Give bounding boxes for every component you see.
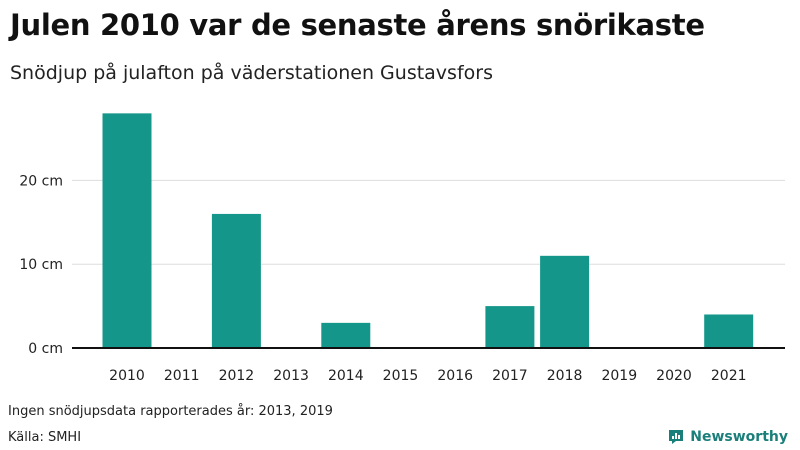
bar-2018 — [540, 255, 590, 348]
chart-subtitle: Snödjup på julafton på väderstationen Gu… — [10, 62, 493, 84]
bars — [102, 113, 754, 348]
chart-title: Julen 2010 var de senaste årens snörikas… — [10, 8, 705, 42]
y-axis-tick-labels: 0 cm 10 cm 20 cm — [19, 173, 63, 357]
x-tick-label: 2017 — [492, 368, 528, 384]
bar-2017 — [485, 306, 535, 348]
y-tick-label: 0 cm — [28, 341, 63, 357]
bar-2010 — [102, 113, 152, 348]
brand-name: Newsworthy — [690, 429, 788, 445]
x-tick-label: 2011 — [164, 368, 200, 384]
bar-2014 — [321, 322, 371, 348]
y-tick-label: 20 cm — [19, 173, 63, 189]
x-tick-label: 2020 — [656, 368, 692, 384]
x-tick-label: 2018 — [547, 368, 583, 384]
x-tick-label: 2013 — [273, 368, 309, 384]
x-tick-label: 2012 — [219, 368, 255, 384]
x-axis-tick-labels: 2010 2011 2012 2013 2014 2015 2016 2017 2018 2019… — [109, 368, 746, 384]
x-tick-label: 2021 — [711, 368, 747, 384]
x-tick-label: 2016 — [437, 368, 473, 384]
bar-2012 — [211, 213, 261, 348]
x-tick-label: 2010 — [109, 368, 145, 384]
y-tick-label: 10 cm — [19, 257, 63, 273]
x-tick-label: 2014 — [328, 368, 364, 384]
gridlines — [72, 179, 785, 265]
bar-2021 — [704, 314, 754, 348]
x-tick-label: 2015 — [383, 368, 419, 384]
footnote: Ingen snödjupsdata rapporterades år: 201… — [8, 404, 333, 419]
source-note: Källa: SMHI — [8, 430, 82, 445]
newsworthy-logo[interactable]: Newsworthy — [667, 428, 788, 446]
x-tick-label: 2019 — [601, 368, 637, 384]
bar-chart-logo-icon — [669, 430, 684, 444]
